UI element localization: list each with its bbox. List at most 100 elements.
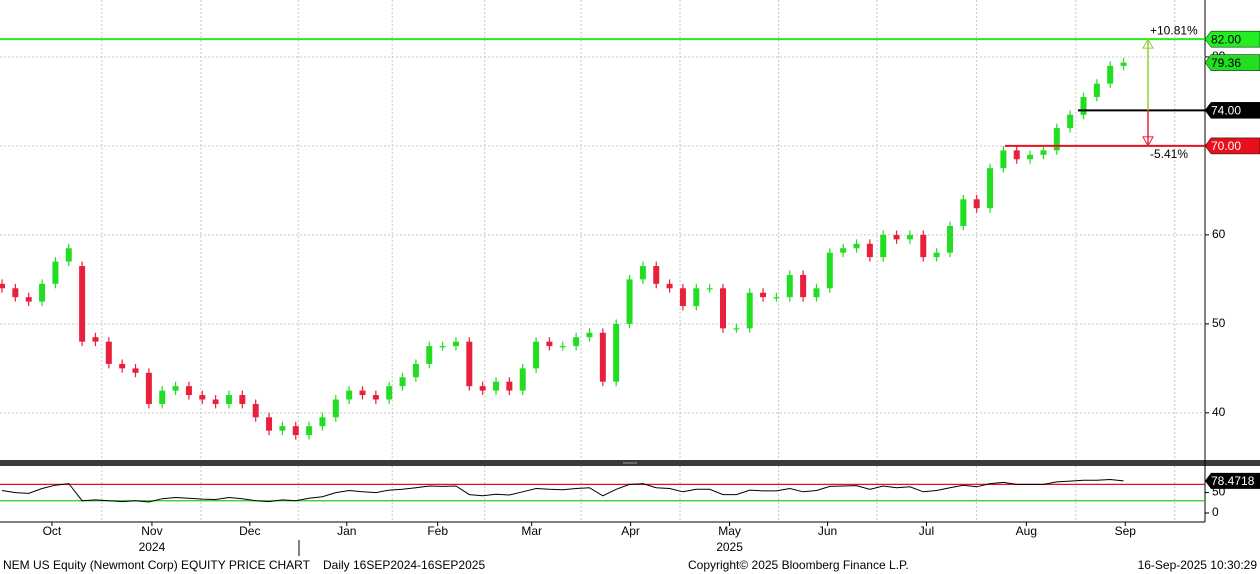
last-price-tag: 79.36 xyxy=(1211,56,1241,70)
candle-body xyxy=(479,386,486,391)
candle-body xyxy=(306,426,313,436)
footer-title: NEM US Equity (Newmont Corp) EQUITY PRIC… xyxy=(3,558,311,572)
candle-body xyxy=(746,292,753,329)
candle-body xyxy=(1027,154,1034,160)
candle-body xyxy=(639,266,646,280)
candle-body xyxy=(840,248,847,253)
candle-body xyxy=(1093,83,1100,97)
candle-body xyxy=(412,363,419,378)
candle-body xyxy=(292,426,299,436)
rsi-tick-label: 0 xyxy=(1212,505,1219,519)
candle-body xyxy=(1067,114,1074,129)
candle-body xyxy=(199,395,206,400)
level-tag: 74.00 xyxy=(1211,104,1241,118)
candle-body xyxy=(519,368,526,391)
candle-body xyxy=(586,332,593,338)
candle-body xyxy=(906,234,913,240)
candle-body xyxy=(626,279,633,324)
y-tick-label: 40 xyxy=(1212,405,1226,419)
candle-body xyxy=(279,426,286,431)
candle-body xyxy=(399,377,406,387)
x-tick-label: Feb xyxy=(427,524,448,538)
candle-body xyxy=(79,266,86,342)
level-tag-bg xyxy=(1204,102,1260,119)
candle-body xyxy=(786,274,793,298)
candle-body xyxy=(933,252,940,258)
candle-body xyxy=(25,297,32,302)
candle-body xyxy=(12,288,19,298)
candle-body xyxy=(39,283,46,302)
candle-body xyxy=(880,234,887,258)
rsi-tag: 78.4718 xyxy=(1211,474,1255,488)
candle-body xyxy=(359,390,366,396)
x-tick-label: May xyxy=(718,524,741,538)
x-tick-label: Jun xyxy=(818,524,837,538)
candle-body xyxy=(720,288,726,329)
candle-body xyxy=(119,363,126,369)
copyright: Copyright© 2025 Bloomberg Finance L.P. xyxy=(688,558,909,572)
y-tick-label: 60 xyxy=(1212,227,1226,241)
x-tick-label: Oct xyxy=(43,524,62,538)
candle-body xyxy=(172,386,179,391)
candle-body xyxy=(92,337,99,342)
candle-body xyxy=(920,234,927,258)
year-label: 2024 xyxy=(139,540,166,554)
candle-body xyxy=(1053,128,1060,151)
candle-body xyxy=(105,341,112,364)
candle-body xyxy=(987,168,994,209)
level-tag-bg xyxy=(1204,137,1260,155)
plot-layer xyxy=(0,0,1205,522)
candle-body xyxy=(212,399,219,404)
timestamp: 16-Sep-2025 10:30:29 xyxy=(1138,558,1258,572)
candle-body xyxy=(145,372,152,404)
candle-body xyxy=(599,332,606,382)
candle-body xyxy=(893,234,900,240)
x-tick-label: Jul xyxy=(919,524,934,538)
level-tag-bg xyxy=(1204,30,1260,48)
footer-subtitle: Daily 16SEP2024-16SEP2025 xyxy=(323,558,485,572)
candle-body xyxy=(372,395,379,400)
candle-body xyxy=(653,266,660,284)
candle-body xyxy=(252,403,259,418)
candle-body xyxy=(706,288,713,290)
candle-body xyxy=(239,395,246,404)
candle-body xyxy=(266,417,273,431)
candle-body xyxy=(225,395,232,404)
candle-body xyxy=(826,252,833,289)
candle-body xyxy=(1000,150,1007,169)
candle-body xyxy=(439,346,446,348)
candle-body xyxy=(52,261,59,284)
candle-body xyxy=(679,288,686,307)
last-price-tag-bg xyxy=(1204,54,1260,71)
candle-body xyxy=(386,386,393,400)
candle-body xyxy=(800,274,807,298)
candle-body xyxy=(0,283,6,289)
candle-body xyxy=(813,288,820,298)
candle-body xyxy=(466,341,473,387)
candle-body xyxy=(185,386,192,396)
candle-body xyxy=(773,297,780,299)
candle-body xyxy=(559,346,566,348)
candle-body xyxy=(506,381,513,391)
candle-body xyxy=(613,323,620,382)
candle-body xyxy=(159,390,166,404)
candle-body xyxy=(546,341,553,347)
candle-body xyxy=(426,346,433,364)
candle-body xyxy=(853,243,860,249)
level-tag: 82.00 xyxy=(1211,32,1241,46)
footer-bar xyxy=(0,557,1260,574)
arrow-head-down xyxy=(1142,136,1154,147)
candle-body xyxy=(319,417,326,427)
candle-body xyxy=(452,341,459,347)
candle-body xyxy=(973,199,980,209)
x-tick-label: Apr xyxy=(621,524,640,538)
candle-body xyxy=(760,292,767,298)
x-tick-label: Mar xyxy=(521,524,542,538)
candle-body xyxy=(1040,150,1047,155)
level-tag: 70.00 xyxy=(1211,139,1241,153)
candle-body xyxy=(960,199,967,226)
candle-body xyxy=(332,399,339,418)
candle-body xyxy=(1013,150,1020,160)
candle-body xyxy=(493,381,500,391)
